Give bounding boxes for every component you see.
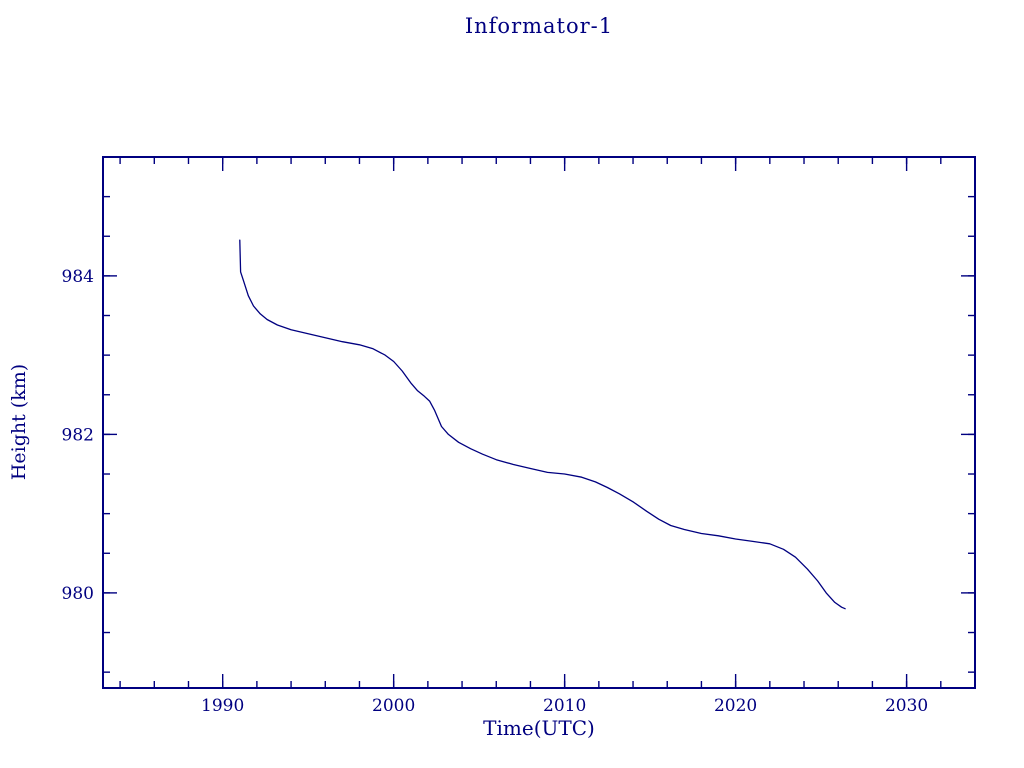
x-tick-label: 2010 xyxy=(543,696,586,716)
y-axis-label: Height (km) xyxy=(8,363,30,481)
x-axis-label: Time(UTC) xyxy=(483,716,595,740)
x-tick-label: 2030 xyxy=(885,696,928,716)
y-tick-label: 984 xyxy=(62,267,94,287)
x-tick-label: 1990 xyxy=(201,696,244,716)
x-tick-label: 2020 xyxy=(714,696,757,716)
y-tick-label: 982 xyxy=(62,425,94,445)
plot-frame xyxy=(102,156,976,689)
x-tick-label: 2000 xyxy=(372,696,415,716)
data-line-height xyxy=(239,239,846,610)
chart-title: Informator-1 xyxy=(464,14,614,38)
y-tick-label: 980 xyxy=(62,584,94,604)
